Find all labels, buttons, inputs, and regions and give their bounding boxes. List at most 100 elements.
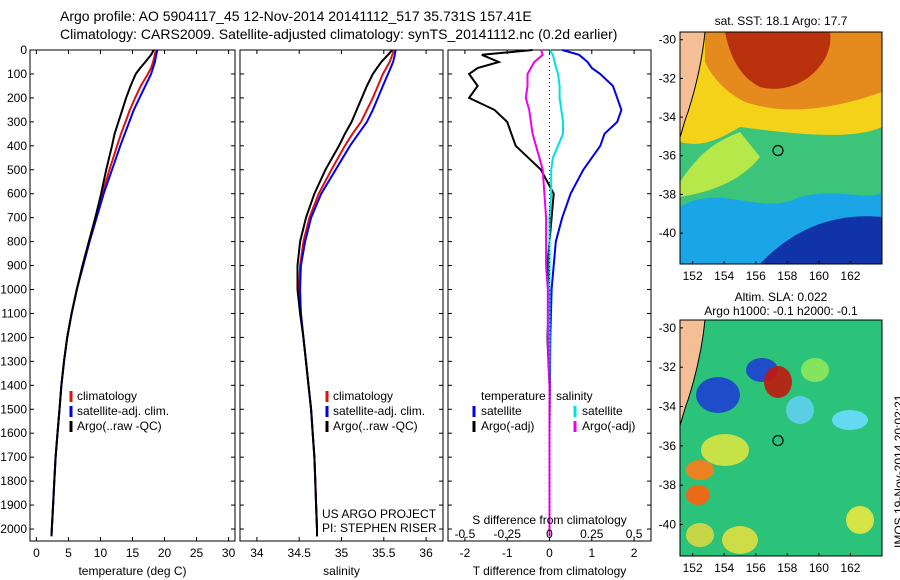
y-tick-label: 200 xyxy=(7,91,27,105)
sla-eddy xyxy=(832,410,868,430)
map-x-tick-label: 160 xyxy=(809,269,829,283)
map-y-tick-label: -36 xyxy=(659,439,677,453)
map-y-tick-label: -36 xyxy=(659,149,677,163)
sst-map-title: sat. SST: 18.1 Argo: 17.7 xyxy=(714,14,848,28)
y-tick-label: 300 xyxy=(7,115,27,129)
y-tick-label: 0 xyxy=(20,43,27,57)
top-x-tick-label: -0.25 xyxy=(494,527,522,541)
y-tick-label: 500 xyxy=(7,163,27,177)
map-content xyxy=(680,320,882,556)
y-tick-label: 1800 xyxy=(0,474,27,488)
y-tick-label: 1200 xyxy=(0,330,27,344)
x-tick-label: 34 xyxy=(250,546,264,560)
profile-panel-salinity-profile: 34 34.5 35 35.5 36 salinity climatologysatelli… xyxy=(239,49,444,578)
top-x-tick-label: -0.5 xyxy=(455,527,476,541)
map-x-tick-label: 152 xyxy=(683,269,703,283)
sst-map: 152 154 156 158 160 162 -30 -32 -34 -36 -38 -40 xyxy=(659,31,883,283)
x-tick-label: 1 xyxy=(588,546,595,560)
sla-eddy xyxy=(786,396,814,424)
y-tick-label: 1400 xyxy=(0,378,27,392)
legend-label: climatology xyxy=(77,389,137,403)
map-x-tick-label: 154 xyxy=(714,561,734,575)
x-tick-label: 15 xyxy=(126,546,140,560)
legend-label: satellite-adj. clim. xyxy=(77,404,169,418)
map-frame xyxy=(679,31,883,265)
map-x-tick-label: 156 xyxy=(746,269,766,283)
x-tick-label: 0 xyxy=(546,546,553,560)
sla-eddy xyxy=(801,358,829,382)
map-x-tick-label: 152 xyxy=(683,561,703,575)
legend-label: climatology xyxy=(333,389,393,403)
y-tick-label: 600 xyxy=(7,187,27,201)
top-x-tick-label: 0 xyxy=(546,527,553,541)
x-tick-label: 25 xyxy=(190,546,204,560)
y-tick-label: 1300 xyxy=(0,354,27,368)
x-tick-label: 36 xyxy=(419,546,433,560)
x-tick-label: 10 xyxy=(94,546,108,560)
map-x-tick-label: 158 xyxy=(777,561,797,575)
x-tick-label: 35 xyxy=(335,546,349,560)
argo-position-marker xyxy=(772,144,784,157)
map-y-tick-label: -34 xyxy=(659,110,677,124)
y-tick-label: 1100 xyxy=(1,306,27,320)
coastline xyxy=(680,320,706,426)
profile-panel-temperature-profile: 0100200300400500600700800900100011001200… xyxy=(0,43,235,578)
x-tick-label: 0 xyxy=(33,546,40,560)
y-tick-label: 1600 xyxy=(0,426,27,440)
sst-hot-core xyxy=(725,32,831,89)
y-tick-label: 100 xyxy=(7,67,27,81)
sla-eddy xyxy=(686,523,714,547)
legend-label: Argo(-adj) xyxy=(481,419,534,433)
coastline xyxy=(680,32,706,138)
x-axis-label: salinity xyxy=(323,564,360,578)
legend-label: satellite xyxy=(481,404,522,418)
annotation-project: US ARGO PROJECT xyxy=(322,507,437,521)
x-tick-label: 30 xyxy=(222,546,236,560)
y-tick-label: 1700 xyxy=(0,450,27,464)
x-axis-label: T difference from climatology xyxy=(473,564,627,578)
map-y-tick-label: -30 xyxy=(659,33,677,47)
map-y-tick-label: -32 xyxy=(659,71,677,85)
plot-frame xyxy=(29,49,236,542)
map-content xyxy=(680,32,882,264)
sla-eddy xyxy=(722,526,758,554)
legend-label: Argo(..raw -QC) xyxy=(333,419,418,433)
profile-plots: 0100200300400500600700800900100011001200… xyxy=(0,43,652,578)
annotation-pi: PI: STEPHEN RISER xyxy=(322,521,437,535)
map-y-tick-label: -40 xyxy=(659,518,677,532)
sla-map: 152 154 156 158 160 162 -30 -32 -34 -36 -38 -40 xyxy=(659,319,883,575)
legend-label: satellite xyxy=(582,404,623,418)
y-tick-label: 700 xyxy=(7,211,27,225)
x-tick-label: 35.5 xyxy=(372,546,396,560)
figure-title-line2: Climatology: CARS2009. Satellite-adjuste… xyxy=(60,26,618,42)
sla-eddy xyxy=(701,434,749,466)
map-x-tick-label: 158 xyxy=(777,269,797,283)
series-line-s-argo-adj- xyxy=(524,49,551,537)
top-x-tick-label: 0.5 xyxy=(626,527,643,541)
argo-position-marker xyxy=(772,434,784,447)
top-x-axis-label: S difference from climatology xyxy=(472,513,627,527)
x-tick-label: 2 xyxy=(631,546,638,560)
y-tick-label: 1500 xyxy=(0,402,27,416)
y-tick-label: 900 xyxy=(7,259,27,273)
sla-eddy xyxy=(686,485,710,505)
plot-frame xyxy=(239,49,444,542)
map-y-tick-label: -30 xyxy=(659,321,677,335)
sst-cold-core xyxy=(760,216,882,264)
y-tick-label: 1000 xyxy=(0,283,27,297)
map-x-tick-label: 162 xyxy=(840,269,860,283)
land-mass xyxy=(680,320,705,425)
sla-eddy xyxy=(696,377,740,413)
x-tick-label: -1 xyxy=(502,546,513,560)
sla-map-title-line2: Argo h1000: -0.1 h2000: -0.1 xyxy=(704,304,858,318)
legend-title-temperature: temperature xyxy=(481,389,546,403)
map-y-tick-label: -32 xyxy=(659,360,677,374)
legend-label: Argo(..raw -QC) xyxy=(77,419,162,433)
legend-label: satellite-adj. clim. xyxy=(333,404,425,418)
sla-map-title-line1: Altim. SLA: 0.022 xyxy=(734,290,828,304)
series-line-argo-raw-qc- xyxy=(296,49,394,537)
map-x-tick-label: 162 xyxy=(840,561,860,575)
x-tick-label: -2 xyxy=(460,546,471,560)
x-tick-label: 5 xyxy=(65,546,72,560)
